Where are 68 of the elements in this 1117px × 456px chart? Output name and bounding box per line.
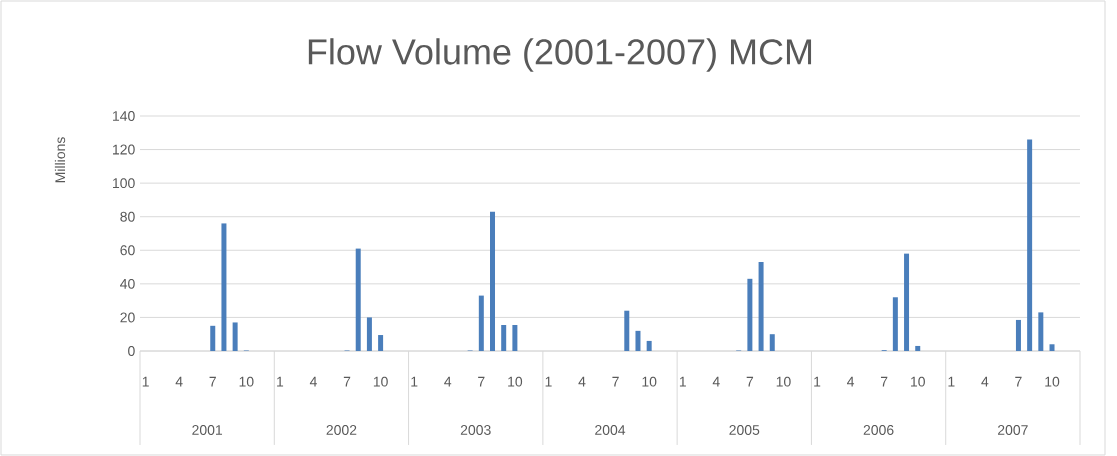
x-tick-label: 1 [411,376,418,387]
bar [915,345,921,351]
x-tick-label: 4 [309,376,317,387]
x-tick-label: 10 [373,376,388,387]
text: 2003 [460,425,491,435]
x-tick-label: 4 [981,376,989,387]
y-tick-label: 60 [120,245,135,256]
x-tick-label: 7 [880,376,888,387]
x-tick-label: 7 [343,376,351,387]
x-tick-label: 1 [142,376,149,387]
y-tick-label: 0 [128,346,135,356]
y-axis-title: Millions [54,137,66,183]
text: 2002 [326,425,357,435]
bar [646,340,652,351]
x-tick-label: 4 [444,376,452,387]
bar [1027,139,1033,351]
x-tick-label: 4 [578,376,586,387]
y-tick-label: 120 [113,144,135,155]
x-tick-label: 1 [545,376,552,387]
y-tick-label: 100 [113,178,135,189]
text: 2007 [997,425,1028,435]
chart-title: Flow Volume (2001-2007) MCM [308,38,812,72]
x-tick-label: 10 [1045,376,1060,387]
x-tick-label: 10 [911,376,925,387]
x-tick-label: 4 [175,376,183,387]
text: 2006 [863,425,894,435]
y-tick-label: 140 [113,111,135,121]
bar [892,297,898,351]
x-tick-label: 10 [642,376,657,387]
bar [904,253,910,351]
x-tick-label: 1 [948,376,955,387]
text: 2001 [192,425,223,435]
bar [221,223,227,351]
y-tick-label: 80 [120,211,135,222]
bar [624,310,630,351]
bar [378,335,384,351]
bar [232,322,238,351]
bar [210,325,216,351]
x-tick-label: 7 [612,376,619,387]
bar [501,324,507,351]
bar [366,317,372,351]
bar [747,278,753,351]
x-tick-label: 1 [679,376,686,387]
text: 2004 [595,425,626,435]
bar [355,248,361,351]
bar [758,262,764,351]
x-tick-label: 1 [814,376,821,387]
y-tick-label: 40 [120,278,135,289]
x-tick-label: 1 [277,376,284,387]
x-tick-label: 10 [508,376,523,387]
x-tick-label: 10 [776,376,791,387]
x-tick-label: 7 [209,376,216,387]
bar [512,324,518,351]
bar [1015,319,1021,351]
bar [1038,312,1044,351]
text: 2005 [729,425,760,435]
x-tick-label: 7 [1015,376,1022,387]
x-tick-label: 4 [847,376,855,387]
bar [478,295,484,351]
bar [490,211,496,351]
bar [769,334,775,351]
x-tick-label: 7 [478,376,485,387]
x-tick-label: 7 [746,376,754,387]
x-tick-label: 4 [712,376,720,387]
y-tick-label: 20 [120,312,135,323]
bar [635,330,641,351]
x-tick-label: 10 [239,376,254,387]
bar [1049,344,1055,351]
